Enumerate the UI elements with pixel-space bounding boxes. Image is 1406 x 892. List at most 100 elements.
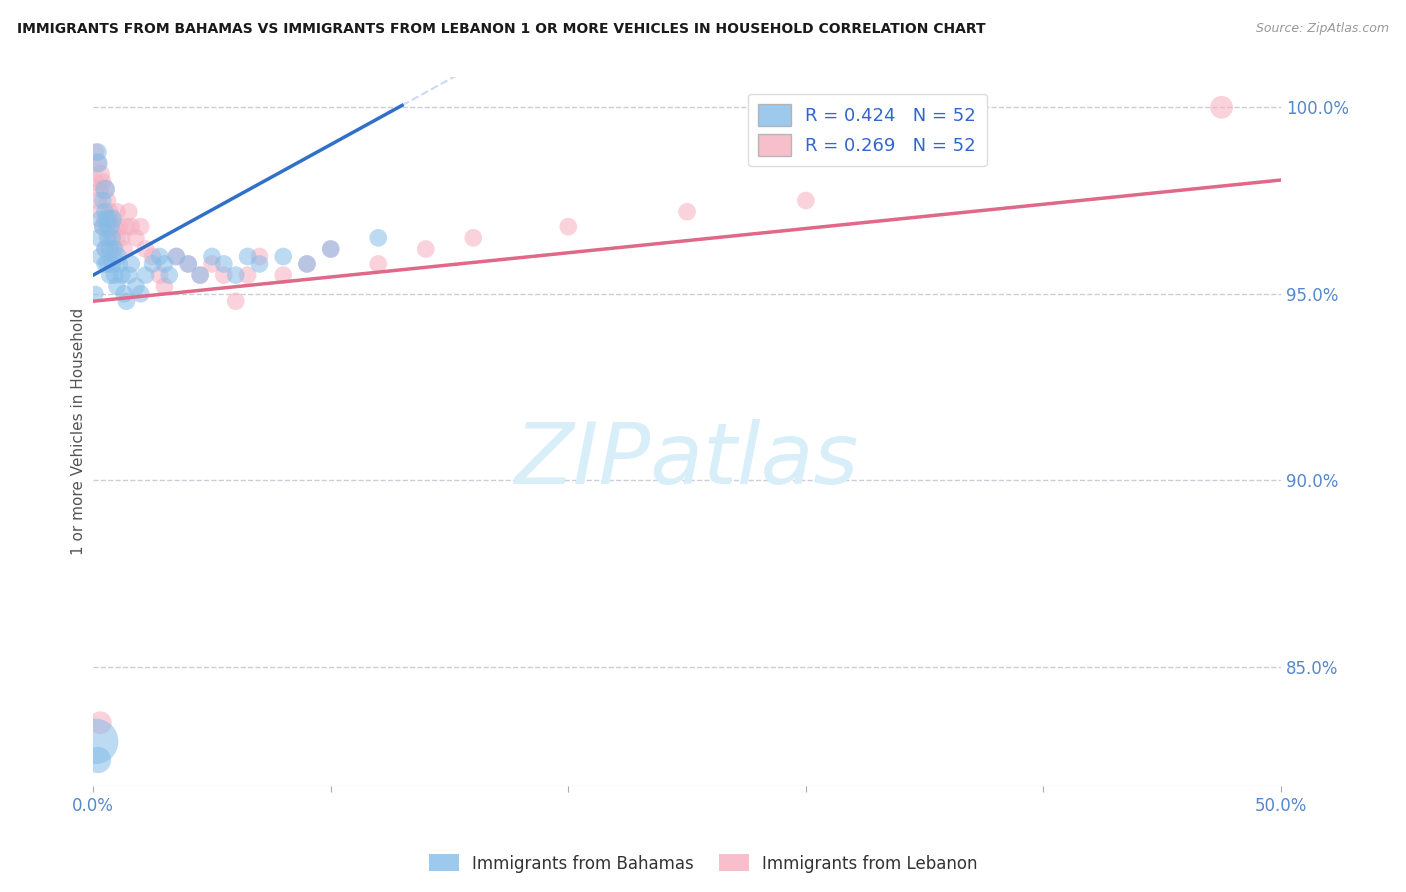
Point xyxy=(101,231,124,245)
Point xyxy=(94,204,117,219)
Point xyxy=(149,268,172,282)
Point xyxy=(89,168,111,182)
Point xyxy=(96,212,118,227)
Point xyxy=(96,219,118,234)
Point xyxy=(367,231,389,245)
Point xyxy=(112,242,135,256)
Point xyxy=(105,231,128,245)
Point xyxy=(108,257,131,271)
Point xyxy=(84,286,107,301)
Point xyxy=(94,242,117,256)
Point xyxy=(557,219,579,234)
Point xyxy=(96,194,118,208)
Point xyxy=(103,219,125,234)
Point xyxy=(111,268,134,282)
Point xyxy=(236,268,259,282)
Point xyxy=(84,145,107,159)
Point xyxy=(96,257,118,271)
Point xyxy=(98,231,121,245)
Point xyxy=(87,156,110,170)
Point xyxy=(212,268,235,282)
Point xyxy=(112,286,135,301)
Point xyxy=(89,204,111,219)
Point xyxy=(101,257,124,271)
Point xyxy=(103,242,125,256)
Point xyxy=(94,182,117,196)
Point xyxy=(94,182,117,196)
Point xyxy=(87,753,110,767)
Point xyxy=(94,212,117,227)
Point xyxy=(101,242,124,256)
Point xyxy=(84,734,107,748)
Point xyxy=(201,250,224,264)
Point xyxy=(249,250,271,264)
Point xyxy=(134,242,156,256)
Point xyxy=(125,231,148,245)
Point xyxy=(212,257,235,271)
Point xyxy=(89,715,111,730)
Point xyxy=(105,279,128,293)
Point xyxy=(120,257,142,271)
Point xyxy=(89,212,111,227)
Point xyxy=(153,257,176,271)
Point xyxy=(129,219,152,234)
Point xyxy=(319,242,342,256)
Text: Source: ZipAtlas.com: Source: ZipAtlas.com xyxy=(1256,22,1389,36)
Point xyxy=(84,175,107,189)
Point xyxy=(295,257,318,271)
Point xyxy=(177,257,200,271)
Point xyxy=(101,212,124,227)
Point xyxy=(87,194,110,208)
Point xyxy=(129,286,152,301)
Text: ZIPatlas: ZIPatlas xyxy=(515,418,859,501)
Point xyxy=(101,212,124,227)
Point xyxy=(188,268,211,282)
Point xyxy=(105,250,128,264)
Point xyxy=(91,194,114,208)
Point xyxy=(98,204,121,219)
Point xyxy=(188,268,211,282)
Point xyxy=(157,268,180,282)
Point xyxy=(118,204,141,219)
Legend: Immigrants from Bahamas, Immigrants from Lebanon: Immigrants from Bahamas, Immigrants from… xyxy=(422,847,984,880)
Point xyxy=(91,219,114,234)
Point xyxy=(89,231,111,245)
Point xyxy=(98,219,121,234)
Point xyxy=(105,204,128,219)
Point xyxy=(94,257,117,271)
Point xyxy=(98,242,121,256)
Point xyxy=(225,268,247,282)
Point xyxy=(271,250,294,264)
Point xyxy=(177,257,200,271)
Point xyxy=(1211,100,1233,114)
Point xyxy=(236,250,259,264)
Point xyxy=(98,268,121,282)
Point xyxy=(91,175,114,189)
Point xyxy=(108,219,131,234)
Point xyxy=(89,250,111,264)
Point xyxy=(794,194,817,208)
Point xyxy=(415,242,437,256)
Point xyxy=(367,257,389,271)
Point xyxy=(225,294,247,309)
Point xyxy=(676,204,699,219)
Point xyxy=(125,279,148,293)
Point xyxy=(89,182,111,196)
Point xyxy=(103,268,125,282)
Point xyxy=(165,250,187,264)
Point xyxy=(91,219,114,234)
Point xyxy=(111,231,134,245)
Point xyxy=(115,294,138,309)
Point xyxy=(120,219,142,234)
Point xyxy=(87,145,110,159)
Point xyxy=(94,242,117,256)
Point xyxy=(115,219,138,234)
Point xyxy=(319,242,342,256)
Point xyxy=(165,250,187,264)
Point xyxy=(142,250,165,264)
Point xyxy=(271,268,294,282)
Text: IMMIGRANTS FROM BAHAMAS VS IMMIGRANTS FROM LEBANON 1 OR MORE VEHICLES IN HOUSEHO: IMMIGRANTS FROM BAHAMAS VS IMMIGRANTS FR… xyxy=(17,22,986,37)
Legend: R = 0.424   N = 52, R = 0.269   N = 52: R = 0.424 N = 52, R = 0.269 N = 52 xyxy=(748,94,987,167)
Point xyxy=(134,268,156,282)
Point xyxy=(295,257,318,271)
